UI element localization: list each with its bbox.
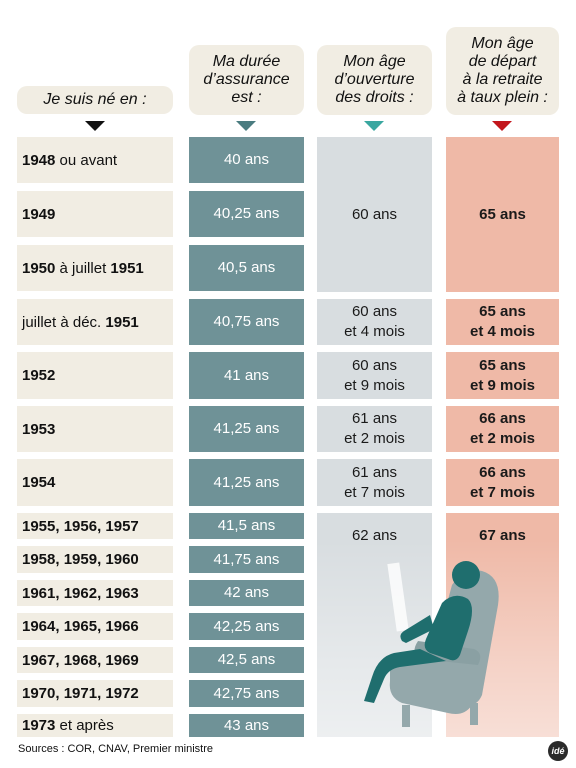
insurance-duration-cell: 42,5 ans [189, 647, 304, 673]
opening-age-1948-1951: 60 ans [351, 205, 398, 223]
birth-year-text: et après [55, 717, 114, 734]
birth-year-text: 1950 [22, 259, 56, 277]
birth-year-label: 1952 [17, 352, 173, 399]
insurance-duration-value: 40,75 ans [213, 313, 280, 330]
insurance-duration-cell: 40,75 ans [189, 299, 304, 345]
insurance-duration-value: 41 ans [223, 366, 270, 384]
opening-age-1954: 61 ans et 7 mois [344, 463, 405, 501]
birth-year-text: juillet à déc. [22, 313, 106, 331]
arrow-down-icon [85, 121, 105, 131]
birth-year-text: 1961, 1962, 1963 [22, 584, 139, 602]
birth-year-text: 1970, 1971, 1972 [22, 685, 139, 702]
full-rate-age-1948-1951: 65 ans [479, 205, 526, 223]
birth-year-text: 1954 [22, 474, 56, 491]
person-in-armchair-icon [364, 561, 499, 727]
ide-logo: idé [548, 741, 568, 761]
insurance-duration-cell: 40 ans [189, 137, 304, 183]
insurance-duration-cell: 40,25 ans [189, 191, 304, 237]
opening-age-1952: 60 ans et 9 mois [344, 356, 405, 394]
opening-age-1955-onwards: 62 ans [351, 527, 398, 544]
insurance-duration-value: 43 ans [223, 716, 270, 734]
divider [317, 292, 559, 299]
insurance-duration-cell: 41,25 ans [189, 459, 304, 506]
divider [317, 452, 559, 459]
birth-year-label: 1973 et après [17, 714, 173, 737]
insurance-duration-value: 40,5 ans [217, 259, 276, 276]
birth-year-label: 1954 [17, 459, 173, 506]
header-insurance-duration: Ma durée d’assurance est : [189, 45, 304, 115]
birth-year-text: 1948 [22, 151, 56, 169]
opening-age-1953: 61 ans et 2 mois [344, 410, 405, 447]
birth-year-text: 1955, 1956, 1957 [22, 517, 139, 535]
birth-year-label: juillet à déc. 1951 [17, 299, 173, 345]
insurance-duration-cell: 41,25 ans [189, 406, 304, 452]
full-rate-age-1953: 66 ans et 2 mois [469, 410, 536, 447]
birth-year-label: 1967, 1968, 1969 [17, 647, 173, 673]
divider [317, 506, 559, 513]
sources-footnote: Sources : COR, CNAV, Premier ministre [18, 743, 213, 755]
birth-year-label: 1958, 1959, 1960 [17, 546, 173, 573]
birth-year-label: 1970, 1971, 1972 [17, 680, 173, 707]
full-rate-age-1952: 65 ans et 9 mois [469, 356, 536, 394]
birth-year-label: 1961, 1962, 1963 [17, 580, 173, 606]
birth-year-text: 1973 [22, 717, 56, 734]
insurance-duration-cell: 40,5 ans [189, 245, 304, 291]
full-rate-age-jul-dec-1951: 65 ans et 4 mois [469, 303, 536, 340]
birth-year-text: 1952 [22, 367, 56, 384]
insurance-duration-value: 41,25 ans [213, 420, 280, 437]
birth-year-label: 1964, 1965, 1966 [17, 613, 173, 640]
insurance-duration-value: 42,75 ans [213, 684, 280, 702]
birth-year-text: 1953 [22, 420, 56, 438]
insurance-duration-value: 41,75 ans [213, 550, 280, 568]
insurance-duration-value: 42,25 ans [213, 617, 280, 635]
insurance-duration-value: 40 ans [223, 151, 270, 168]
birth-year-label: 1955, 1956, 1957 [17, 513, 173, 539]
arrow-down-icon [236, 121, 256, 131]
birth-year-text: à juillet [55, 259, 111, 277]
full-rate-age-1954: 66 ans et 7 mois [469, 463, 536, 501]
opening-age-jul-dec-1951: 60 ans et 4 mois [344, 303, 405, 340]
header-birth-year: Je suis né en : [17, 86, 173, 114]
full-rate-age-1955-onwards: 67 ans [479, 527, 526, 544]
insurance-duration-value: 41,5 ans [217, 517, 276, 534]
birth-year-label: 1948 ou avant [17, 137, 173, 183]
arrow-down-icon [364, 121, 384, 131]
birth-year-label: 1953 [17, 406, 173, 452]
birth-year-text: 1949 [22, 205, 56, 223]
insurance-duration-value: 42 ans [223, 584, 270, 601]
insurance-duration-cell: 42,25 ans [189, 613, 304, 640]
insurance-duration-cell: 43 ans [189, 714, 304, 737]
divider [317, 345, 559, 352]
insurance-duration-value: 40,25 ans [213, 205, 280, 222]
birth-year-text: 1964, 1965, 1966 [22, 618, 139, 635]
insurance-duration-cell: 41 ans [189, 352, 304, 399]
birth-year-text: ou avant [55, 151, 118, 169]
insurance-duration-cell: 42,75 ans [189, 680, 304, 707]
arrow-down-icon [492, 121, 512, 131]
insurance-duration-cell: 42 ans [189, 580, 304, 606]
insurance-duration-cell: 41,5 ans [189, 513, 304, 539]
birth-year-text: 1958, 1959, 1960 [22, 551, 139, 568]
birth-year-label: 1949 [17, 191, 173, 237]
header-full-rate-age: Mon âge de départ à la retraite à taux p… [446, 27, 559, 115]
birth-year-text: 1951 [105, 313, 139, 331]
birth-year-text: 1967, 1968, 1969 [22, 651, 139, 669]
birth-year-text: 1951 [110, 259, 144, 277]
birth-year-label: 1950 à juillet 1951 [17, 245, 173, 291]
divider [317, 399, 559, 406]
insurance-duration-cell: 41,75 ans [189, 546, 304, 573]
insurance-duration-value: 42,5 ans [217, 651, 276, 668]
header-opening-age: Mon âge d’ouverture des droits : [317, 45, 432, 115]
insurance-duration-value: 41,25 ans [213, 473, 280, 491]
